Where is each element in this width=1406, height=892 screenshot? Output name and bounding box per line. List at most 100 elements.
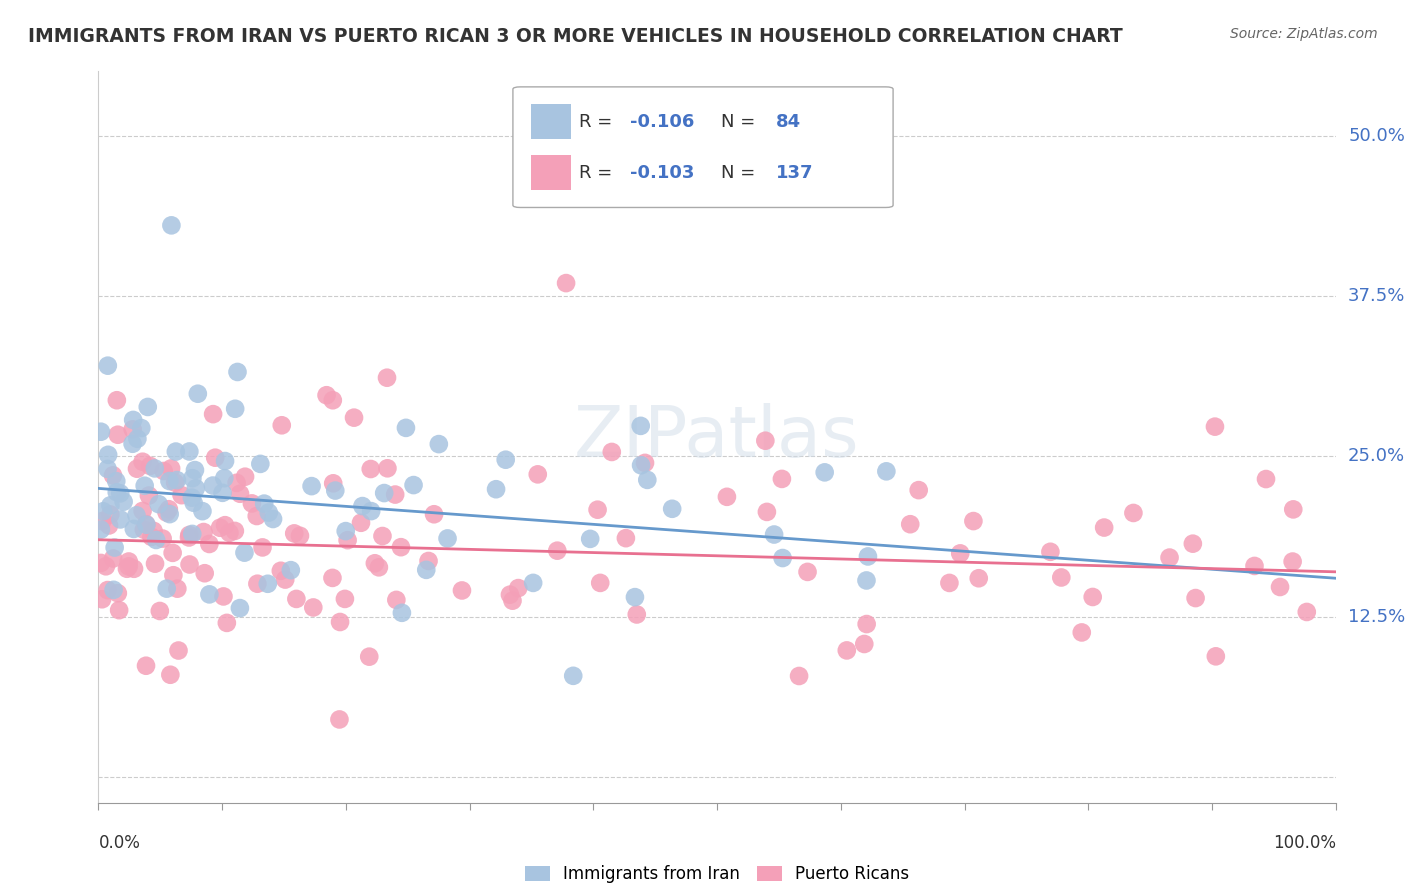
Point: [1282, 502, 1305, 516]
Point: [181, 471, 204, 485]
Point: [373, 486, 395, 500]
Point: [949, 546, 972, 560]
Point: [377, 461, 399, 475]
Point: [110, 512, 132, 526]
Point: [94, 559, 117, 574]
Point: [636, 473, 658, 487]
Point: [212, 590, 235, 604]
Point: [104, 541, 127, 555]
Point: [198, 537, 221, 551]
Point: [233, 546, 256, 560]
Point: [122, 522, 145, 536]
Point: [201, 478, 224, 492]
Point: [98, 508, 121, 522]
Point: [367, 560, 389, 574]
Bar: [531, 104, 571, 139]
Bar: [531, 155, 571, 190]
Point: [112, 494, 135, 508]
Point: [364, 556, 387, 570]
Point: [194, 566, 217, 581]
Point: [257, 506, 280, 520]
Point: [107, 586, 129, 600]
Point: [270, 564, 292, 578]
Point: [395, 421, 418, 435]
Point: [202, 407, 225, 421]
Point: [856, 549, 879, 564]
Point: [121, 422, 143, 436]
Point: [1050, 570, 1073, 584]
Point: [152, 532, 174, 546]
Point: [502, 593, 524, 607]
Text: 0.0%: 0.0%: [98, 834, 141, 852]
Point: [315, 388, 337, 402]
Point: [600, 445, 623, 459]
Point: [229, 487, 252, 501]
Point: [508, 581, 530, 595]
Point: [898, 517, 921, 532]
Point: [787, 669, 810, 683]
Point: [183, 496, 205, 510]
Point: [661, 501, 683, 516]
Point: [187, 386, 209, 401]
Point: [131, 504, 153, 518]
Point: [1254, 472, 1277, 486]
Point: [97, 359, 120, 373]
Point: [97, 462, 120, 476]
Point: [1081, 590, 1104, 604]
Point: [177, 531, 200, 545]
Point: [224, 524, 246, 538]
Point: [229, 601, 252, 615]
Point: [586, 502, 609, 516]
Point: [204, 450, 226, 465]
Point: [143, 461, 166, 475]
Point: [105, 393, 128, 408]
Point: [634, 456, 657, 470]
Point: [103, 582, 125, 597]
Point: [121, 436, 143, 450]
Point: [225, 475, 247, 490]
Point: [328, 713, 350, 727]
Point: [967, 571, 990, 585]
Text: N =: N =: [721, 164, 761, 182]
Text: -0.103: -0.103: [630, 164, 695, 182]
Point: [630, 418, 652, 433]
Point: [122, 562, 145, 576]
Point: [159, 667, 181, 681]
Point: [155, 506, 177, 520]
Point: [522, 575, 544, 590]
Point: [167, 643, 190, 657]
Point: [283, 526, 305, 541]
Point: [359, 649, 381, 664]
Text: 137: 137: [776, 164, 814, 182]
Point: [246, 576, 269, 591]
Point: [555, 276, 578, 290]
Text: ZIPatlas: ZIPatlas: [574, 402, 860, 472]
Point: [131, 421, 153, 435]
Point: [499, 588, 522, 602]
Point: [135, 517, 157, 532]
Point: [160, 461, 183, 475]
Point: [1181, 537, 1204, 551]
Text: 50.0%: 50.0%: [1348, 127, 1405, 145]
Point: [165, 444, 187, 458]
Point: [143, 557, 166, 571]
Point: [160, 219, 183, 233]
Point: [184, 481, 207, 495]
Text: R =: R =: [579, 112, 617, 130]
Point: [352, 499, 374, 513]
Point: [391, 606, 413, 620]
Point: [329, 615, 352, 629]
Point: [562, 669, 585, 683]
Point: [214, 471, 236, 485]
Point: [142, 524, 165, 538]
Point: [423, 508, 446, 522]
Point: [179, 444, 201, 458]
Point: [485, 482, 508, 496]
Point: [360, 462, 382, 476]
Point: [107, 427, 129, 442]
Point: [1070, 625, 1092, 640]
Point: [274, 573, 297, 587]
Point: [402, 478, 425, 492]
Point: [179, 528, 201, 542]
Point: [218, 525, 240, 540]
